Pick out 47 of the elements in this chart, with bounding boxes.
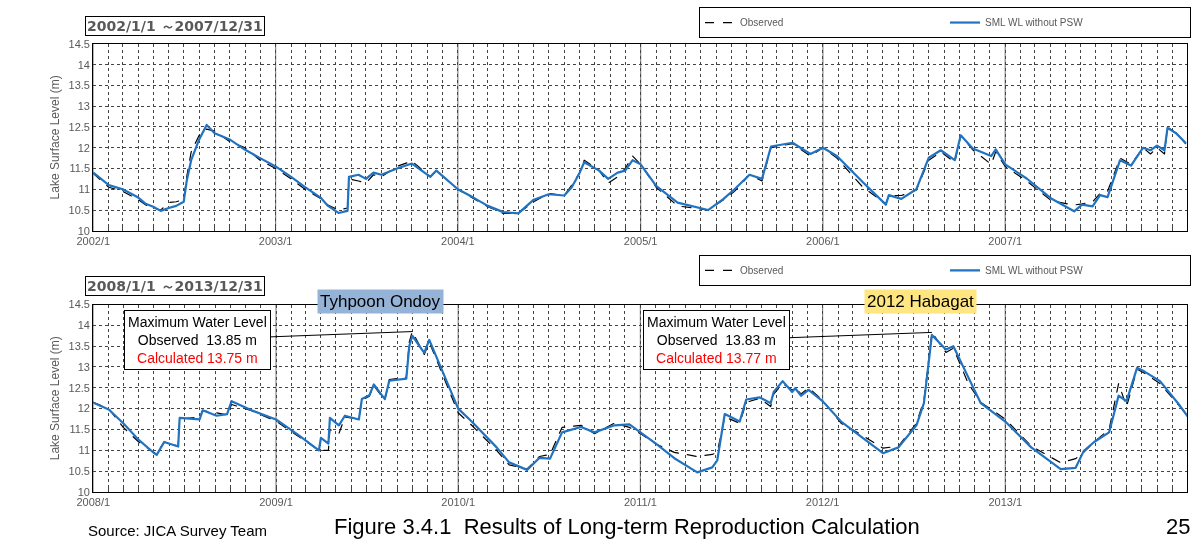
caption: Figure 3.4.1 Results of Long-term Reproduction Calculation xyxy=(334,514,920,539)
legend-label: SML WL without PSW xyxy=(985,17,1084,29)
legend-label: SML WL without PSW xyxy=(985,265,1084,277)
y-tick-label: 12.5 xyxy=(68,381,91,394)
y-tick-label: 13.5 xyxy=(68,340,91,353)
y-tick-label: 13.5 xyxy=(68,79,91,92)
y-tick-label: 12 xyxy=(77,141,91,154)
x-tick-label: 2010/1 xyxy=(441,496,476,509)
y-tick-label: 10 xyxy=(77,224,91,237)
y-tick-label: 13 xyxy=(77,100,91,113)
x-tick-label: 2013/1 xyxy=(988,496,1023,509)
x-tick-label: 2009/1 xyxy=(259,496,293,509)
y-tick-label: 10.5 xyxy=(68,203,91,216)
y-tick-label: 14.5 xyxy=(68,37,91,50)
x-tick-label: 2004/1 xyxy=(441,235,475,248)
legend-label: Observed xyxy=(740,17,784,29)
annotation: Tyhpoon Ondoy xyxy=(320,292,441,311)
y-axis-title: Lake Surface Level (m) xyxy=(47,336,62,461)
y-tick-label: 13 xyxy=(77,360,91,373)
y-tick-label: 11 xyxy=(78,183,91,196)
chart-title: 2002/1/1 ～2007/12/31 xyxy=(87,18,263,34)
y-tick-label: 10 xyxy=(77,485,91,498)
y-tick-label: 10.5 xyxy=(68,464,91,477)
y-tick-label: 14 xyxy=(77,58,91,71)
legend-label: Observed xyxy=(740,265,784,277)
x-tick-label: 2005/1 xyxy=(623,235,658,248)
x-tick-label: 2011/1 xyxy=(623,496,657,509)
x-tick-label: 2007/1 xyxy=(988,235,1023,248)
x-tick-label: 2002/1 xyxy=(76,235,111,248)
annotation: 2012 Habagat xyxy=(867,292,975,311)
y-tick-label: 11.5 xyxy=(69,423,91,436)
y-axis-title: Lake Surface Level (m) xyxy=(47,75,62,200)
y-tick-label: 11 xyxy=(78,444,91,457)
source-note: Source: JICA Survey Team xyxy=(88,522,267,539)
x-tick-label: 2012/1 xyxy=(805,496,840,509)
annotation: Maximum Water Level Observed 13.83 m Calculated 13.77 m xyxy=(647,314,786,367)
y-tick-label: 14 xyxy=(77,319,91,332)
annotation: Maximum Water Level Observed 13.85 m Calculated 13.75 m xyxy=(128,314,267,367)
y-tick-label: 12 xyxy=(77,402,91,415)
x-tick-label: 2006/1 xyxy=(806,235,840,248)
chart-title: 2008/1/1 ～2013/12/31 xyxy=(87,278,263,294)
y-tick-label: 14.5 xyxy=(68,298,91,311)
x-tick-label: 2008/1 xyxy=(76,496,111,509)
x-tick-label: 2003/1 xyxy=(258,235,293,248)
y-tick-label: 12.5 xyxy=(68,120,91,133)
y-tick-label: 11.5 xyxy=(69,162,91,175)
text: 25 xyxy=(1166,514,1191,539)
